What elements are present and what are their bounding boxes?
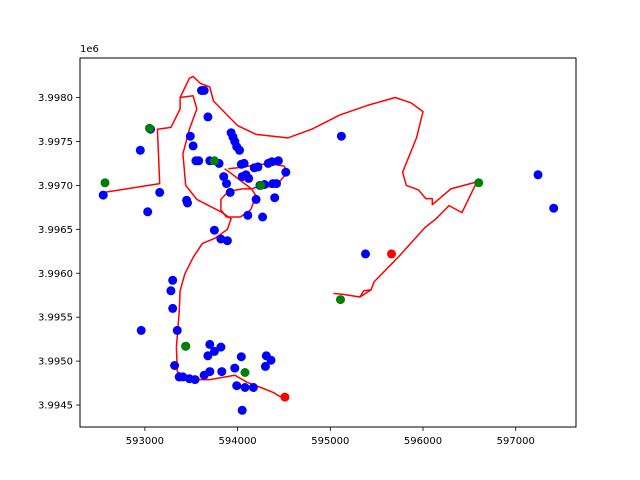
- scatter-point-20: [205, 339, 215, 349]
- scatter-point-53: [235, 145, 244, 155]
- scatter-point-63: [258, 212, 268, 222]
- scatter-point-8: [168, 303, 178, 313]
- y-tick-label: 3.9970: [38, 181, 73, 192]
- scatter-point-59: [243, 210, 253, 220]
- scatter-point-82: [181, 341, 191, 351]
- scatter-point-67: [273, 156, 283, 166]
- y-tick-label: 3.9960: [38, 269, 73, 280]
- scatter-point-70: [272, 179, 281, 189]
- scatter-point-80: [209, 156, 219, 166]
- scatter-point-72: [251, 194, 261, 204]
- scatter-point-48: [222, 179, 231, 189]
- scatter-point-86: [387, 249, 396, 259]
- route-line-1: [103, 75, 478, 298]
- scatter-point-28: [248, 383, 258, 392]
- scatter-point-26: [236, 352, 246, 362]
- scatter-point-24: [230, 363, 240, 373]
- y-tick-label: 3.9950: [38, 357, 73, 368]
- scatter-point-9: [172, 325, 182, 335]
- scatter-point-21: [209, 346, 219, 356]
- scatter-point-44: [203, 112, 213, 122]
- scatter-point-29: [237, 405, 247, 415]
- scatter-point-6: [168, 275, 178, 285]
- scatter-point-38: [185, 131, 195, 141]
- scatter-point-11: [170, 361, 180, 370]
- scatter-point-25: [232, 381, 242, 391]
- x-tick-label: 595000: [311, 436, 349, 447]
- scatter-point-87: [280, 392, 290, 402]
- route-line-2: [175, 95, 285, 398]
- scatter-point-30: [260, 361, 270, 371]
- scatter-point-85: [474, 178, 484, 188]
- scatter-point-74: [336, 131, 346, 141]
- y-axis: 3.9945 3.9950 3.9955 3.9960 3.9965 3.9970 3.99…: [38, 93, 80, 412]
- x-tick-label: 594000: [219, 436, 257, 447]
- scatter-point-78: [100, 178, 110, 188]
- scatter-point-75: [361, 249, 370, 259]
- plot-area: [98, 75, 559, 415]
- y-tick-label: 3.9975: [38, 137, 73, 148]
- scatter-point-1: [98, 190, 108, 200]
- scatter-point-18: [205, 367, 215, 377]
- x-axis: 593000 594000 595000 596000 597000: [126, 427, 535, 447]
- x-tick-label: 597000: [497, 436, 535, 447]
- scatter-point-84: [336, 295, 345, 305]
- scatter-point-16: [190, 375, 200, 385]
- scatter-point-76: [533, 170, 543, 180]
- scatter-point-73: [225, 187, 235, 197]
- scatter-point-41: [194, 156, 204, 166]
- y-tick-label: 3.9980: [38, 93, 73, 104]
- scatter-point-2: [135, 145, 145, 155]
- scatter-point-83: [240, 368, 250, 377]
- scatter-point-5: [155, 187, 165, 197]
- scatter-point-7: [166, 286, 176, 296]
- scatter-point-47: [219, 172, 229, 182]
- scatter-point-22: [216, 342, 226, 352]
- scatter-point-81: [256, 180, 266, 190]
- y-tick-label: 3.9965: [38, 225, 73, 236]
- scatter-point-19: [203, 351, 213, 361]
- scatter-point-35: [209, 225, 219, 235]
- scatter-point-79: [145, 123, 154, 133]
- scatter-point-55: [239, 158, 249, 168]
- scatter-point-3: [143, 207, 153, 217]
- scatter-point-43: [199, 86, 209, 95]
- scatter-point-23: [217, 367, 227, 377]
- x-tick-label: 593000: [126, 436, 164, 447]
- scatter-point-34: [182, 195, 192, 205]
- y-tick-label: 3.9945: [38, 401, 73, 412]
- scatter-point-61: [249, 163, 259, 173]
- scatter-point-32: [266, 355, 276, 365]
- scatter-point-68: [281, 167, 291, 177]
- y-offset-label: 1e6: [80, 44, 99, 55]
- scatter-point-39: [188, 141, 198, 151]
- y-tick-label: 3.9955: [38, 313, 73, 324]
- scatter-point-71: [270, 193, 280, 203]
- axes-frame: [79, 57, 577, 428]
- x-tick-label: 596000: [404, 436, 442, 447]
- scatter-point-37: [222, 236, 232, 246]
- scatter-point-58: [244, 173, 254, 183]
- scatter-point-27: [240, 383, 250, 392]
- scatter-point-77: [549, 203, 559, 213]
- scatter-point-10: [136, 325, 146, 335]
